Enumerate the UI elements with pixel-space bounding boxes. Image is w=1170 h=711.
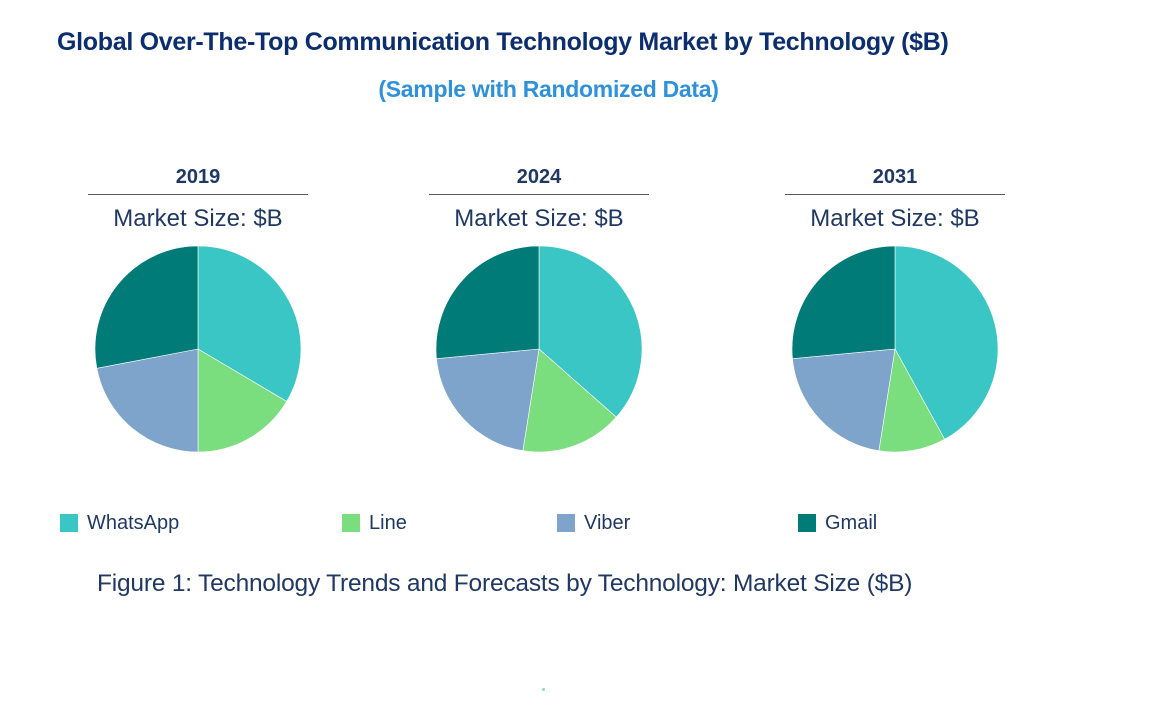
pie-slice-viber-2019 [96,348,199,453]
pie-slice-viber-2024 [436,348,540,452]
pie-slice-line-2024 [522,348,617,453]
pie-chart-2031 [791,245,999,453]
legend-label-gmail: Gmail [825,511,878,534]
page-subtitle: (Sample with Randomized Data) [378,76,719,102]
year-underline [88,194,308,195]
stray-dot [542,688,545,691]
chart-column-2031: 2031 Market Size: $B [765,164,1025,454]
chart-column-2019: 2019 Market Size: $B [68,164,328,454]
pie-slice-gmail-2024 [435,245,540,360]
page-title: Global Over-The-Top Communication Techno… [57,28,949,56]
legend-item-whatsapp: WhatsApp [60,511,180,534]
pie-chart-2024 [435,245,643,453]
legend-item-gmail: Gmail [798,511,878,534]
pie-chart-2019 [94,245,302,453]
pie-slice-viber-2031 [792,348,896,452]
year-label-2019: 2019 [175,166,221,188]
pie-slice-line-2031 [878,348,946,453]
legend-swatch-gmail [798,514,816,532]
legend-swatch-viber [557,514,575,532]
year-label-2031: 2031 [872,166,918,188]
pie-slice-whatsapp-2019 [197,245,302,402]
market-size-label: Market Size: $B [810,205,980,232]
pie-slice-whatsapp-2024 [538,245,643,418]
pie-slice-line-2019 [197,348,288,453]
year-label-2024: 2024 [516,166,562,188]
pie-slice-whatsapp-2031 [894,245,999,440]
legend-swatch-whatsapp [60,514,78,532]
pie-slice-gmail-2019 [94,245,199,369]
figure-caption: Figure 1: Technology Trends and Forecast… [97,570,913,597]
legend-item-viber: Viber [557,511,631,534]
legend-label-whatsapp: WhatsApp [87,511,180,534]
year-underline [429,194,649,195]
year-underline [785,194,1005,195]
legend-swatch-line [342,514,360,532]
legend-label-line: Line [369,511,407,534]
market-size-label: Market Size: $B [454,205,624,232]
pie-slice-gmail-2031 [791,245,896,360]
market-size-label: Market Size: $B [113,205,283,232]
legend-label-viber: Viber [584,511,631,534]
chart-column-2024: 2024 Market Size: $B [409,164,669,454]
legend-item-line: Line [342,511,407,534]
